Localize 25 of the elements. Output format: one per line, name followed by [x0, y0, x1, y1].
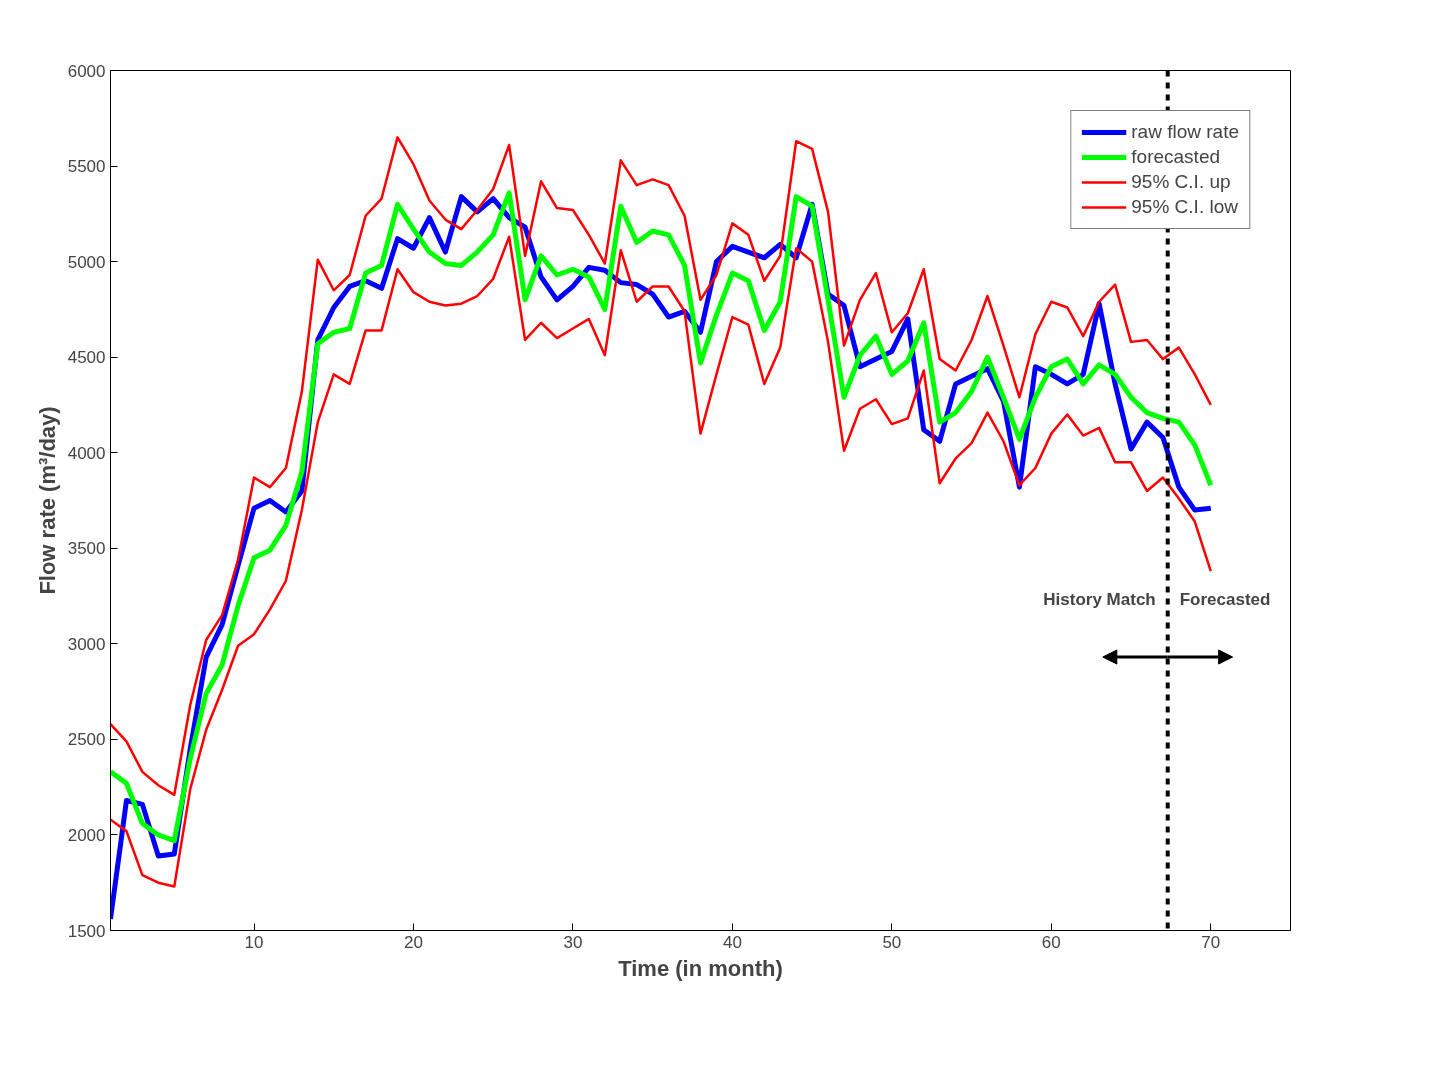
x-axis-title: Time (in month): [618, 955, 783, 981]
y-tick-label: 1500: [67, 921, 106, 941]
x-tick-label: 50: [882, 932, 902, 952]
legend-label: 95% C.I. up: [1131, 171, 1231, 193]
annotation: Forecasted: [1179, 589, 1271, 609]
x-tick-label: 10: [244, 932, 264, 952]
y-tick-label: 4000: [67, 443, 106, 463]
x-tick-label: 30: [563, 932, 583, 952]
x-tick-label: 60: [1041, 932, 1061, 952]
legend-label: forecasted: [1131, 146, 1221, 168]
x-tick-label: 20: [404, 932, 423, 952]
y-tick-label: 5000: [67, 252, 106, 272]
y-tick-label: 4500: [67, 348, 106, 368]
y-tick-label: 3000: [67, 634, 106, 654]
y-tick-label: 5500: [67, 157, 106, 177]
y-tick-label: 2000: [67, 825, 106, 845]
x-tick-label: 70: [1201, 932, 1221, 952]
y-tick-label: 2500: [67, 730, 106, 750]
annotation: History Match: [1043, 589, 1156, 609]
y-tick-label: 6000: [67, 61, 106, 81]
y-axis-title: Flow rate (m³/day): [34, 406, 60, 595]
legend-label: raw flow rate: [1131, 121, 1239, 143]
y-tick-label: 3500: [67, 539, 106, 559]
legend-label: 95% C.I. low: [1131, 196, 1238, 218]
x-tick-label: 40: [722, 932, 742, 952]
